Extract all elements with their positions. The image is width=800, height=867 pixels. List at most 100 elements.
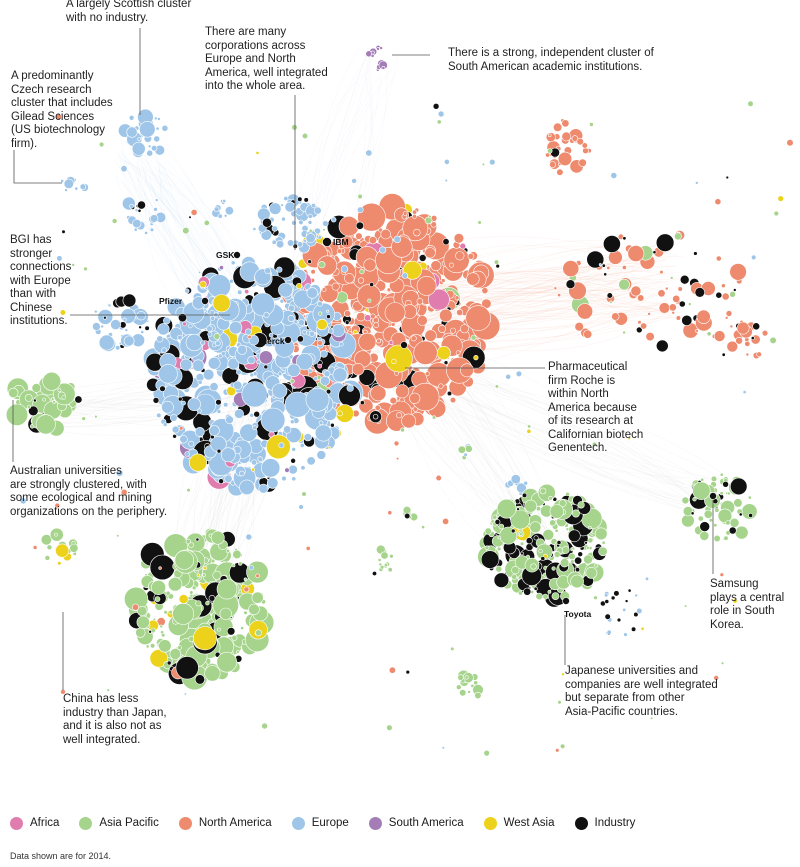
network-node: [637, 294, 645, 302]
network-node: [606, 292, 613, 299]
network-node: [484, 527, 492, 535]
network-node: [387, 567, 393, 573]
network-node: [470, 334, 477, 341]
network-node: [574, 567, 580, 573]
network-node: [561, 546, 570, 554]
legend-item: West Asia: [483, 816, 555, 830]
network-node: [570, 574, 584, 589]
network-node: [210, 530, 225, 545]
network-node: [155, 126, 160, 131]
network-node: [185, 333, 203, 352]
network-node-outlier: [190, 208, 198, 216]
network-node: [370, 385, 387, 402]
network-node: [222, 199, 227, 204]
network-node: [135, 627, 146, 638]
network-node: [137, 208, 142, 213]
network-node: [523, 587, 532, 596]
network-node: [220, 351, 226, 357]
network-node: [604, 599, 610, 604]
network-node-outlier: [428, 214, 432, 219]
network-node: [443, 360, 449, 366]
network-edge: [398, 349, 557, 556]
network-node: [647, 312, 651, 316]
network-node-outlier: [357, 193, 363, 200]
network-node: [207, 356, 221, 370]
network-node: [271, 225, 278, 232]
network-node: [289, 419, 295, 425]
network-node: [157, 117, 161, 121]
network-node: [376, 47, 380, 51]
network-node: [417, 315, 428, 326]
network-node: [601, 540, 606, 545]
network-node: [380, 551, 389, 560]
network-node: [529, 521, 542, 534]
network-node: [412, 213, 417, 219]
network-node: [567, 529, 581, 543]
network-node: [561, 119, 570, 128]
network-node: [175, 656, 199, 680]
network-node: [440, 278, 446, 283]
network-node: [161, 400, 174, 414]
network-node-outlier: [559, 743, 566, 749]
network-node: [635, 326, 643, 334]
legend-label: Europe: [311, 817, 349, 829]
network-node: [307, 213, 313, 219]
network-node: [188, 542, 194, 548]
network-node-outlier: [83, 266, 88, 272]
network-node: [153, 207, 158, 212]
network-node: [46, 544, 53, 551]
legend-swatch: [483, 816, 497, 830]
network-node: [551, 592, 560, 600]
network-node: [412, 209, 418, 215]
network-node: [241, 381, 268, 408]
network-node: [533, 586, 538, 591]
network-node: [518, 532, 523, 537]
network-node: [430, 221, 437, 228]
network-node: [158, 364, 178, 384]
network-node: [144, 325, 150, 331]
network-node: [448, 262, 454, 268]
legend-swatch: [10, 816, 23, 830]
network-node-outlier: [388, 666, 396, 674]
network-node: [338, 341, 344, 347]
network-node: [587, 525, 592, 530]
network-node: [539, 487, 547, 495]
network-node: [313, 376, 318, 381]
network-node-outlier: [81, 416, 86, 421]
network-node: [439, 308, 453, 323]
network-node-outlier: [367, 298, 372, 303]
network-node: [574, 556, 583, 565]
network-edge: [359, 265, 676, 349]
network-node: [463, 452, 468, 457]
network-node: [157, 323, 170, 336]
network-node: [212, 294, 231, 313]
network-node: [672, 294, 681, 303]
network-node: [699, 531, 710, 541]
annotation-australian: Australian universities are strongly clu…: [10, 465, 168, 518]
network-node: [61, 395, 66, 400]
network-node: [168, 610, 173, 615]
network-node: [133, 227, 138, 232]
network-node: [464, 675, 469, 680]
network-node: [352, 329, 358, 335]
network-node: [40, 534, 53, 546]
node-gsk: [233, 251, 241, 259]
network-node: [233, 380, 243, 391]
network-node-outlier: [404, 512, 411, 520]
network-node: [594, 527, 608, 541]
network-node: [296, 335, 304, 343]
network-node-outlier: [98, 141, 105, 148]
network-node: [163, 316, 171, 325]
network-node: [690, 511, 695, 516]
network-node: [734, 525, 749, 540]
network-node: [540, 556, 546, 561]
network-node: [576, 137, 584, 146]
network-node: [323, 370, 331, 378]
network-node-outlier: [301, 491, 307, 497]
annotation-corporations: There are many corporations across Europ…: [205, 26, 328, 92]
network-node: [299, 442, 305, 448]
network-node: [384, 302, 406, 324]
network-node: [465, 305, 492, 331]
network-node: [728, 526, 737, 535]
network-node-outlier: [252, 227, 257, 231]
